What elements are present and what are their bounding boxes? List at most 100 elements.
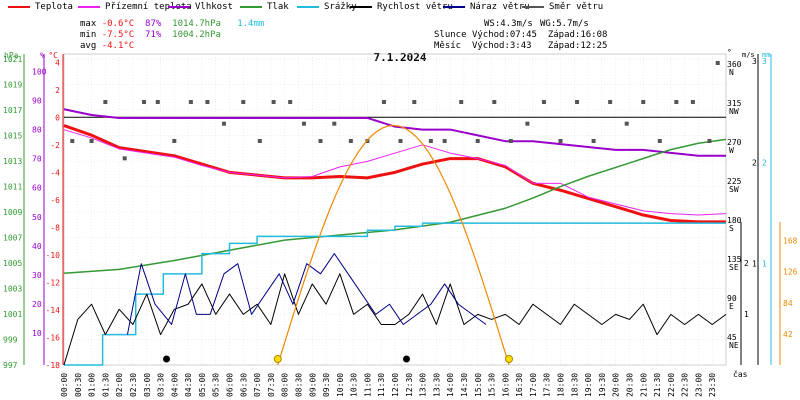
moonrise-marker (163, 355, 171, 363)
pressure-tick-label: 1021 (3, 55, 22, 64)
pressure-tick-label: 1003 (3, 285, 22, 294)
time-tick-label: 05:00 (198, 373, 207, 397)
x-axis-label: čas (733, 369, 748, 379)
wind-dir-point (674, 100, 679, 104)
series-line-vlhkost (63, 108, 726, 157)
legend-label: Směr větru (549, 2, 604, 12)
wind-dir-point (381, 100, 386, 104)
wind-dir-tick: 360 (727, 60, 742, 69)
wind-dir-point (624, 121, 629, 126)
pressure-tick-label: 1005 (3, 259, 22, 268)
temperature-tick-label: -4 (50, 168, 60, 177)
wind-dir-tick: 90 (727, 294, 737, 303)
sun-tick: 1 (744, 310, 749, 319)
legend-label: Přízemní teplota (105, 2, 192, 12)
wind-dir-point (89, 139, 94, 143)
time-tick-label: 21:30 (653, 373, 662, 397)
time-tick-label: 23:00 (694, 373, 703, 397)
wind-dir-tick: 180 (727, 216, 742, 225)
wind-speed-unit: m/s (742, 51, 755, 59)
wind-dir-point (715, 61, 720, 65)
time-tick-label: 06:30 (239, 373, 248, 397)
wind-dir-point (141, 100, 146, 104)
humidity-tick-label: 100 (32, 67, 47, 76)
time-tick-label: 07:00 (253, 373, 262, 397)
pressure-tick-label: 1011 (3, 183, 22, 192)
wind-dir-point (508, 139, 513, 143)
temperature-tick-label: -6 (50, 196, 60, 205)
stats-wg: WG:5.7m/s (540, 19, 589, 29)
wind-speed-tick: 3 (752, 57, 757, 66)
pressure-unit: hPa (4, 51, 19, 60)
wind-dir-point (442, 139, 447, 143)
humidity-tick-label: 20 (32, 300, 42, 309)
time-tick-label: 14:30 (460, 373, 469, 397)
wind-dir-tick: SW (729, 185, 739, 194)
series-line-rychlost-větru (63, 273, 727, 366)
temperature-tick-label: -2 (50, 141, 60, 150)
sun-tick: 2 (744, 259, 749, 268)
wind-dir-tick: NE (729, 341, 739, 350)
time-tick-label: 17:00 (529, 373, 538, 397)
precip-tick: 3 (762, 57, 767, 66)
legend-label: Srážky (324, 2, 357, 12)
time-tick-label: 00:30 (74, 373, 83, 397)
wind-dir-point (398, 139, 403, 143)
temperature-tick-label: -8 (50, 223, 60, 232)
pressure-tick-label: 1017 (3, 106, 22, 115)
humidity-unit: % (40, 51, 45, 60)
wind-dir-tick: 135 (727, 255, 742, 264)
wind-dir-point (70, 139, 75, 143)
wind-dir-point (591, 139, 596, 143)
solar-tick: 126 (783, 268, 798, 277)
wind-dir-point (412, 100, 417, 104)
humidity-tick-label: 10 (32, 329, 42, 338)
wind-dir-point (188, 100, 193, 104)
sunrise-marker (273, 355, 282, 363)
time-tick-label: 11:00 (363, 373, 372, 397)
wind-dir-tick: N (729, 68, 734, 77)
wind-dir-point (428, 139, 433, 143)
wind-dir-point (271, 100, 276, 104)
legend-item-5: Rychlost větru (350, 2, 453, 13)
humidity-tick-label: 90 (32, 97, 42, 106)
wind-dir-unit: ° (727, 48, 732, 57)
time-tick-label: 10:30 (350, 373, 359, 397)
legend-item-1: Přízemní teplota (78, 2, 192, 13)
time-tick-label: 16:30 (515, 373, 524, 397)
solar-tick: 168 (783, 237, 798, 246)
wind-dir-point (103, 100, 108, 104)
pressure-tick-label: 1001 (3, 310, 22, 319)
humidity-tick-label: 50 (32, 213, 42, 222)
legend-swatch (350, 5, 372, 8)
legend-label: Tlak (267, 2, 289, 12)
time-tick-label: 15:00 (474, 373, 483, 397)
time-tick-label: 20:00 (612, 373, 621, 397)
wind-dir-point (657, 139, 662, 143)
legend-item-3: Tlak (240, 2, 289, 13)
wind-dir-point (205, 100, 210, 104)
wind-dir-point (541, 100, 546, 104)
time-tick-label: 18:30 (570, 373, 579, 397)
pressure-tick-label: 999 (3, 336, 18, 345)
moonset-marker (402, 355, 410, 363)
solar-tick: 84 (783, 299, 793, 308)
wind-dir-point (690, 100, 695, 104)
wind-dir-tick: W (729, 146, 734, 155)
humidity-tick-label: 70 (32, 155, 42, 164)
series-line-náraz-větru (126, 253, 487, 335)
legend-label: Náraz větru (470, 2, 530, 12)
wind-dir-point (241, 100, 246, 104)
time-tick-label: 12:30 (405, 373, 414, 397)
legend-item-6: Náraz větru (443, 2, 530, 13)
stats-min: min -7.5°C 71% 1004.2hPa (80, 30, 221, 40)
legend-label: Rychlost větru (377, 2, 453, 12)
wind-dir-point (608, 100, 613, 104)
temperature-tick-label: 2 (55, 86, 60, 95)
wind-dir-point (641, 100, 646, 104)
temperature-unit: °C (48, 51, 58, 60)
legend-item-0: Teplota (8, 2, 73, 13)
time-tick-label: 17:30 (543, 373, 552, 397)
temperature-tick-label: 4 (55, 58, 60, 67)
temperature-tick-label: -12 (46, 278, 61, 287)
